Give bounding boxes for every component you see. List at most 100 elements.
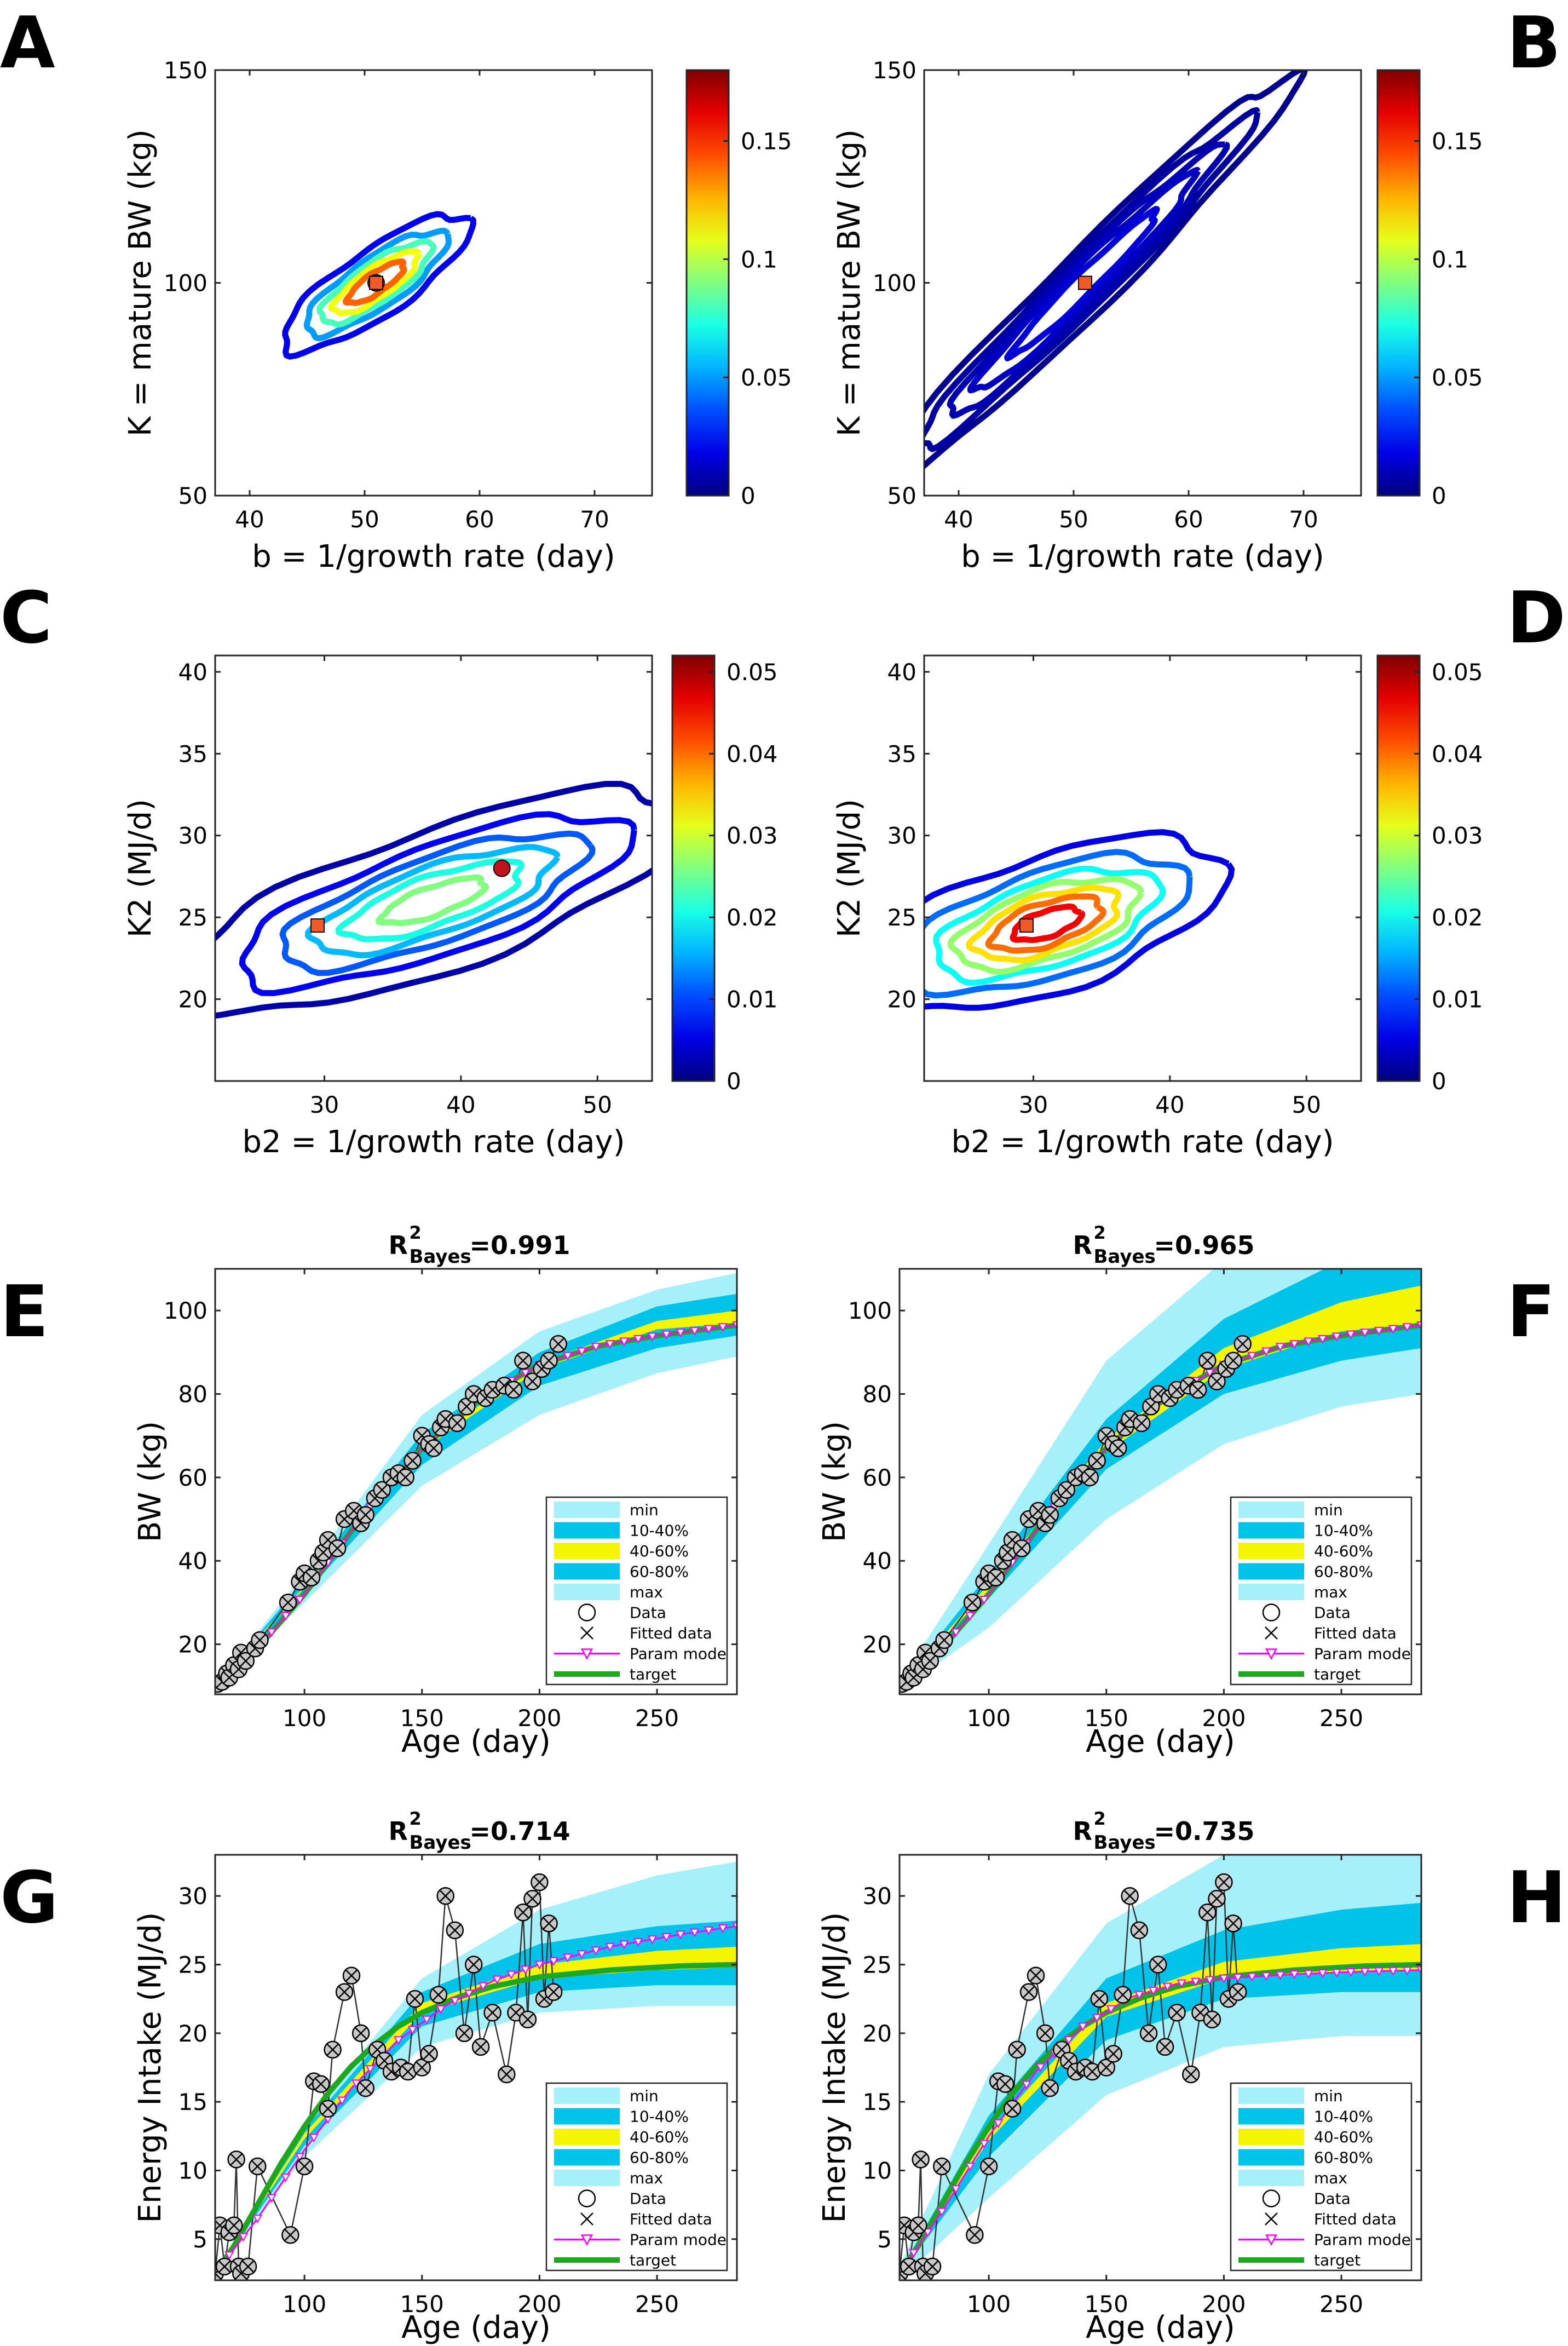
param-mode-marker bbox=[1233, 1974, 1243, 1983]
param-mode-marker bbox=[591, 1343, 601, 1352]
title-value: =0.714 bbox=[470, 1816, 570, 1846]
legend-label: max bbox=[1314, 1583, 1347, 1601]
contour-line bbox=[303, 228, 452, 342]
plot-title: R 2 Bayes=0.714 bbox=[389, 1808, 570, 1854]
param-mode-marker bbox=[633, 1937, 643, 1947]
fitted-marker bbox=[1123, 1890, 1136, 1902]
y-axis-label: Energy Intake (MJ/d) bbox=[132, 1912, 168, 2223]
axes-frame bbox=[214, 1854, 738, 2281]
y-axis-label: BW (kg) bbox=[132, 1421, 168, 1542]
x-tick-label: 200 bbox=[1202, 2291, 1246, 2318]
contour-line bbox=[239, 811, 637, 996]
x-tick-label: 100 bbox=[967, 1705, 1011, 1732]
contour-line bbox=[328, 248, 422, 317]
title-value: =0.991 bbox=[470, 1231, 570, 1260]
fitted-marker bbox=[1083, 1471, 1096, 1484]
legend: min 10-40% 40-60% 60-80% max Data Fitted data P… bbox=[1230, 1496, 1413, 1686]
fitted-marker bbox=[1159, 2041, 1171, 2053]
legend-mode-marker bbox=[1265, 1648, 1278, 1660]
x-axis-label: Age (day) bbox=[401, 2310, 551, 2345]
fitted-marker bbox=[903, 2261, 915, 2273]
x-tick-label: 200 bbox=[517, 2291, 561, 2318]
param-mode-marker bbox=[464, 1990, 474, 1999]
param-mode-marker bbox=[450, 1997, 460, 2006]
param-mode-marker bbox=[979, 1596, 989, 1605]
y-tick-label: 80 bbox=[178, 1381, 207, 1408]
fitted-marker bbox=[1227, 1354, 1240, 1367]
y-axis-label: K2 (MJ/d) bbox=[832, 799, 867, 938]
param-mode-marker bbox=[577, 1950, 587, 1959]
legend-label: Fitted data bbox=[630, 1624, 712, 1642]
contour-line bbox=[279, 830, 596, 976]
y-tick-label: 25 bbox=[863, 1952, 892, 1979]
fitted-marker bbox=[1006, 2102, 1018, 2115]
title-value: =0.965 bbox=[1154, 1231, 1255, 1260]
fitted-marker bbox=[936, 2160, 948, 2172]
param-mode-marker bbox=[1346, 1330, 1356, 1339]
param-mode-marker bbox=[436, 2005, 446, 2015]
x-tick-label: 100 bbox=[967, 2291, 1011, 2318]
x-tick-label: 100 bbox=[283, 2291, 326, 2318]
param-mode-marker bbox=[676, 1329, 685, 1338]
fitted-marker bbox=[315, 2078, 327, 2090]
y-tick-label: 100 bbox=[164, 270, 207, 297]
fitted-marker bbox=[1135, 1417, 1148, 1429]
contour-line bbox=[376, 874, 489, 927]
fitted-marker bbox=[1023, 1986, 1035, 1998]
colorbar-tick-label: 0.02 bbox=[727, 904, 778, 931]
param-mode-marker bbox=[267, 2194, 276, 2203]
legend-swatch bbox=[554, 2129, 620, 2145]
y-tick-label: 25 bbox=[887, 904, 916, 931]
legend-label: Data bbox=[1314, 1604, 1351, 1622]
fitted-marker bbox=[409, 1993, 421, 2005]
fitted-marker bbox=[1030, 1969, 1042, 1982]
fitted-marker bbox=[990, 1571, 1002, 1584]
legend-swatch bbox=[1238, 1543, 1304, 1559]
colorbar bbox=[1376, 654, 1421, 1082]
legend-label: 40-60% bbox=[630, 1542, 689, 1560]
colorbar-tick-label: 0 bbox=[1432, 482, 1446, 509]
fitted-marker bbox=[1093, 1993, 1105, 2005]
fitted-marker bbox=[1210, 1893, 1223, 1905]
y-tick-label: 60 bbox=[863, 1464, 892, 1491]
fitted-marker bbox=[1236, 1338, 1249, 1350]
y-tick-label: 100 bbox=[873, 270, 916, 297]
legend-label: 10-40% bbox=[630, 1522, 689, 1540]
param-mode-marker bbox=[1275, 1343, 1285, 1352]
param-mode-marker bbox=[520, 1369, 531, 1378]
fitted-marker bbox=[552, 1338, 564, 1350]
param-mode-marker bbox=[267, 1628, 276, 1637]
panel-B: 40 50 60 70 50 100 150 b = 1/growth rate (day) K… bbox=[832, 1, 1561, 574]
fitted-marker bbox=[305, 1571, 318, 1584]
fitted-marker bbox=[1086, 2066, 1098, 2078]
fitted-marker bbox=[526, 1893, 539, 1905]
y-tick-label: 20 bbox=[887, 986, 916, 1013]
fitted-marker bbox=[1232, 1986, 1244, 1998]
param-mode-marker bbox=[605, 1942, 615, 1952]
y-tick-label: 20 bbox=[863, 2020, 892, 2047]
contour-line bbox=[1004, 205, 1160, 361]
y-tick-label: 150 bbox=[873, 57, 916, 84]
fitted-marker bbox=[1227, 1917, 1240, 1930]
param-mode-marker bbox=[1219, 1974, 1229, 1983]
fitted-marker bbox=[298, 2160, 311, 2172]
y-tick-label: 50 bbox=[178, 482, 207, 509]
param-mode-marker bbox=[563, 1352, 573, 1361]
plot-area bbox=[215, 70, 652, 496]
panel-letter: F bbox=[1507, 1270, 1555, 1353]
fitted-marker bbox=[338, 1986, 350, 1998]
x-axis-label: b = 1/growth rate (day) bbox=[252, 539, 615, 574]
fitted-marker bbox=[1016, 1542, 1028, 1555]
param-mode-marker bbox=[534, 1960, 545, 1970]
colorbar-tick-label: 0.04 bbox=[727, 740, 778, 767]
legend-label: min bbox=[1314, 2087, 1343, 2105]
legend-label: 60-80% bbox=[630, 2149, 689, 2167]
legend-swatch bbox=[554, 1563, 620, 1580]
contour-line bbox=[924, 107, 1261, 452]
contour-line bbox=[985, 893, 1106, 954]
param-mode-marker bbox=[1275, 1971, 1285, 1980]
param-mode-marker bbox=[1374, 1967, 1384, 1976]
param-mode-marker bbox=[619, 1940, 629, 1950]
panel-letter: H bbox=[1507, 1856, 1566, 1939]
y-tick-label: 30 bbox=[863, 1883, 892, 1910]
